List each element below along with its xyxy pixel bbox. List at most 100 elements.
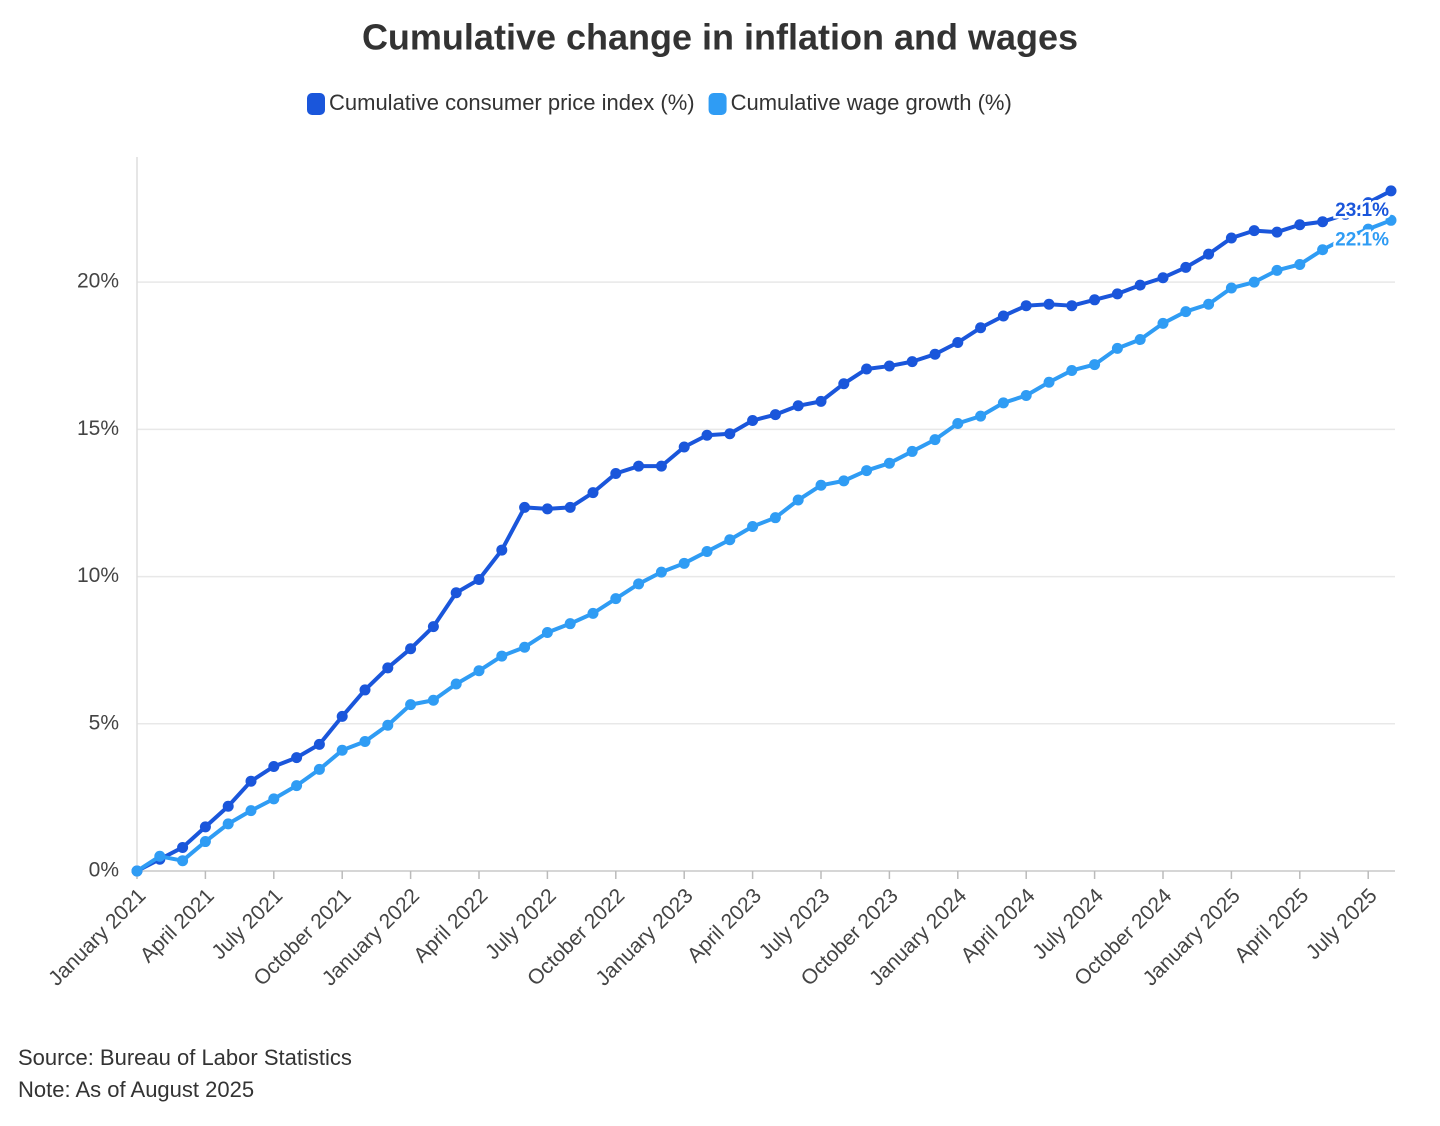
point [268,793,280,805]
legend-label: Cumulative consumer price index (%) [329,90,695,115]
point [268,760,280,772]
chart-title: Cumulative change in inflation and wages [362,17,1078,58]
point [633,460,645,472]
point [427,621,439,633]
point [747,521,759,533]
point [1180,306,1192,318]
point [199,836,211,848]
data-label: 23.1% [1335,200,1389,221]
point [678,441,690,453]
point [405,699,417,711]
point [701,429,713,441]
point [997,310,1009,322]
point [1385,185,1397,197]
point [1362,223,1374,235]
point [655,460,667,472]
point [724,534,736,546]
point [245,775,257,787]
point [838,378,850,390]
y-tick-label: 5% [89,711,119,734]
y-tick-label: 15% [77,417,119,440]
point [587,487,599,499]
point [1225,232,1237,244]
point [496,650,508,662]
point [382,662,394,674]
point [541,503,553,515]
x-tick-label: April 2023 [683,884,766,967]
point [1317,244,1329,256]
point [815,395,827,407]
point [1294,219,1306,231]
point [564,618,576,630]
point [1271,264,1283,276]
point [291,752,303,764]
point [336,744,348,756]
point [1157,272,1169,284]
point [1134,334,1146,346]
point [541,627,553,639]
point [1248,276,1260,288]
point [1203,248,1215,260]
point [1111,342,1123,354]
point [724,428,736,440]
x-tick-label: July 2025 [1302,884,1382,964]
point [747,415,759,427]
point [838,475,850,487]
point [655,566,667,578]
legend-swatch [307,93,325,115]
point [610,593,622,605]
point [815,479,827,491]
point [154,850,166,862]
line [135,218,1392,873]
point [473,574,485,586]
point [1339,208,1351,220]
y-tick-label: 10% [77,564,119,587]
point [519,641,531,653]
y-tick-label: 20% [77,270,119,293]
line [136,189,1392,873]
point [906,356,918,368]
point [769,409,781,421]
point [1089,359,1101,371]
x-tick-label: April 2025 [1230,884,1313,967]
y-tick-label: 0% [89,859,119,882]
point [519,501,531,513]
point [997,397,1009,409]
point [450,678,462,690]
x-tick-label: April 2021 [136,884,219,967]
point [861,465,873,477]
point [792,494,804,506]
point [1020,389,1032,401]
point [427,694,439,706]
point [633,578,645,590]
point [405,643,417,655]
point [473,665,485,677]
point [1225,282,1237,294]
point [1248,225,1260,237]
point [861,363,873,375]
point [359,735,371,747]
x-tick-label: April 2024 [957,884,1040,967]
point [450,587,462,599]
point [610,468,622,480]
point [1271,226,1283,238]
point [245,805,257,817]
point [1134,279,1146,291]
point [313,738,325,750]
x-tick-label: January 2021 [44,884,150,990]
point [1066,364,1078,376]
point [222,818,234,830]
point [929,434,941,446]
legend: Cumulative consumer price index (%) Cumul… [307,90,1012,115]
point [1157,317,1169,329]
point [1020,300,1032,312]
point [883,457,895,469]
point [1180,261,1192,273]
point [1362,197,1374,209]
point [792,400,804,412]
point [177,855,189,867]
point [906,445,918,457]
x-tick-label: April 2022 [409,884,492,967]
point [1043,298,1055,310]
point [199,821,211,833]
